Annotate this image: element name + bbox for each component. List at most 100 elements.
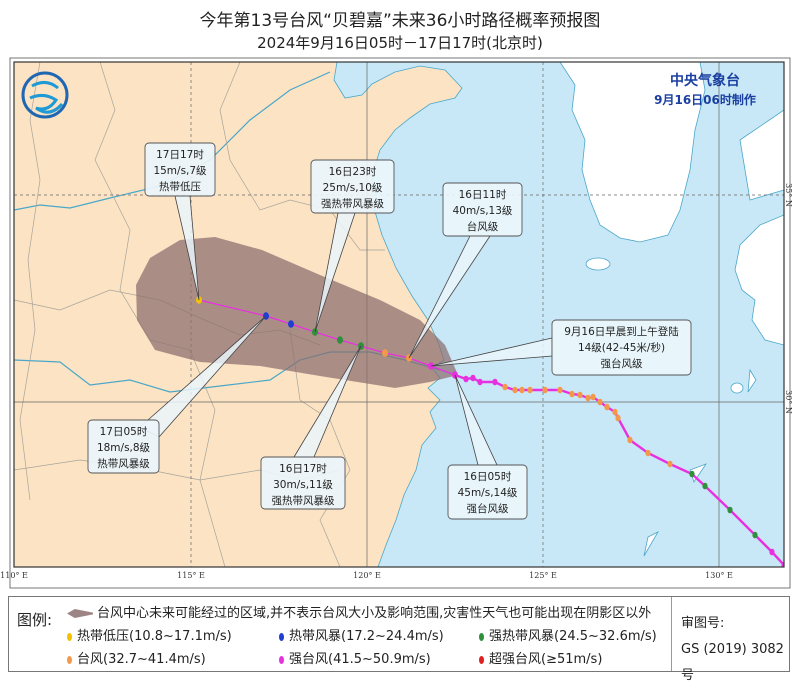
legend-label: 强热带风暴(24.5~32.6m/s) [489, 629, 657, 644]
label-wind: 15m/s,7级 [153, 165, 207, 177]
lat-label: 35° N [784, 183, 793, 207]
legend-item: 强台风(41.5~50.9m/s) [279, 648, 431, 667]
map-frame [13, 61, 785, 568]
legend-cone-text: 台风中心未来可能经过的区域,并不表示台风大小及影响范围,灾害性天气也可能出现在阴… [97, 606, 652, 621]
label-box [260, 456, 346, 510]
past-track-point [667, 460, 673, 468]
cone-swatch-icon [67, 609, 93, 618]
label-grade: 强台风级 [467, 502, 509, 515]
label-time: 16日05时 [464, 471, 512, 483]
past-track-point [477, 378, 483, 386]
magenta-dot-icon [279, 655, 284, 664]
island [643, 531, 660, 557]
label-box [447, 464, 528, 520]
lon-label: 120° E [353, 571, 381, 580]
past-track-point [557, 386, 563, 394]
past-track-point [577, 391, 583, 399]
forecast-label-landfall: 9月16日早晨到上午登陆 14级(42-45米/秒) 强台风级 [551, 319, 692, 376]
label-line1: 9月16日早晨到上午登陆 [564, 325, 679, 338]
lon-label: 130° E [705, 571, 733, 580]
legend-item: 强热带风暴(24.5~32.6m/s) [479, 625, 657, 644]
label-time: 16日11时 [459, 189, 507, 201]
orange-dot-icon [67, 655, 72, 664]
cma-logo [21, 71, 69, 119]
past-track-point [542, 386, 548, 394]
lon-label: 115° E [177, 571, 205, 580]
blue-dot-icon [279, 632, 284, 641]
past-track-point [727, 506, 733, 514]
label-box [551, 319, 692, 376]
past-track-point [527, 386, 533, 394]
legend-item: 热带低压(10.8~17.1m/s) [67, 625, 232, 644]
label-box [144, 142, 216, 197]
forecast-point [382, 349, 388, 357]
label-box [310, 159, 395, 214]
past-track-point [597, 398, 603, 406]
issuer-name: 中央气象台 [670, 72, 740, 89]
lon-label: 110° E [0, 571, 28, 580]
label-grade: 强台风级 [601, 357, 643, 370]
legend-item: 台风(32.7~41.4m/s) [67, 648, 206, 667]
legend-cone: 台风中心未来可能经过的区域,并不表示台风大小及影响范围,灾害性天气也可能出现在阴… [67, 602, 651, 621]
label-wind: 25m/s,10级 [323, 182, 383, 194]
label-line2: 14级(42-45米/秒) [578, 341, 665, 354]
label-grade: 强热带风暴级 [321, 197, 384, 210]
label-grade: 热带低压 [159, 180, 201, 193]
forecast-point [288, 320, 294, 328]
legend-label: 台风(32.7~41.4m/s) [77, 652, 206, 667]
label-time: 17日17时 [156, 149, 204, 161]
review-number: GS (2019) 3082号 [681, 642, 784, 683]
legend-item: 超强台风(≥51m/s) [479, 648, 602, 667]
label-wind: 40m/s,13级 [453, 205, 513, 217]
label-grade: 台风级 [467, 220, 499, 233]
label-wind: 45m/s,14级 [458, 487, 518, 499]
island [747, 368, 757, 393]
past-track-point [463, 375, 469, 383]
past-track-point [769, 548, 775, 556]
past-track-point [569, 390, 575, 398]
past-track-point [470, 374, 476, 382]
legend-label: 强台风(41.5~50.9m/s) [289, 652, 431, 667]
outer-frame [9, 57, 791, 589]
past-track-point [615, 414, 621, 422]
past-track-point [627, 436, 633, 444]
past-track-point [585, 394, 591, 402]
legend-label: 热带风暴(17.2~24.4m/s) [289, 629, 444, 644]
green-dot-icon [479, 632, 484, 641]
issuer-made-at: 9月16日06时制作 [654, 92, 756, 107]
label-wind: 30m/s,11级 [273, 479, 333, 491]
label-time: 17日05时 [100, 426, 148, 438]
label-pointers [139, 195, 553, 466]
past-track-point [604, 403, 610, 411]
label-grade: 热带风暴级 [97, 457, 150, 470]
label-time: 16日17时 [279, 463, 327, 475]
past-track-point [512, 386, 518, 394]
red-dot-icon [479, 655, 484, 664]
past-track-point [702, 482, 708, 490]
past-track-point [689, 470, 695, 478]
lat-label: 30° N [784, 390, 793, 414]
past-track-point [752, 531, 758, 539]
legend-title: 图例: [17, 611, 53, 629]
japan-kyushu [734, 214, 784, 346]
forecast-track-line [198, 299, 456, 376]
map-subtitle: 2024年9月16日05时－17日17时(北京时) [257, 34, 543, 52]
past-track-point [612, 408, 618, 416]
past-track-point [590, 393, 596, 401]
lon-label: 125° E [529, 571, 557, 580]
map-title: 今年第13号台风“贝碧嘉”未来36小时路径概率预报图 [199, 11, 601, 31]
legend-item: 热带风暴(17.2~24.4m/s) [279, 625, 444, 644]
past-track-point [645, 449, 651, 457]
label-grade: 强热带风暴级 [272, 494, 335, 507]
past-track-point [492, 378, 498, 386]
label-wind: 18m/s,8级 [97, 442, 151, 454]
past-track-point [519, 386, 525, 394]
jeju-island [585, 257, 611, 271]
